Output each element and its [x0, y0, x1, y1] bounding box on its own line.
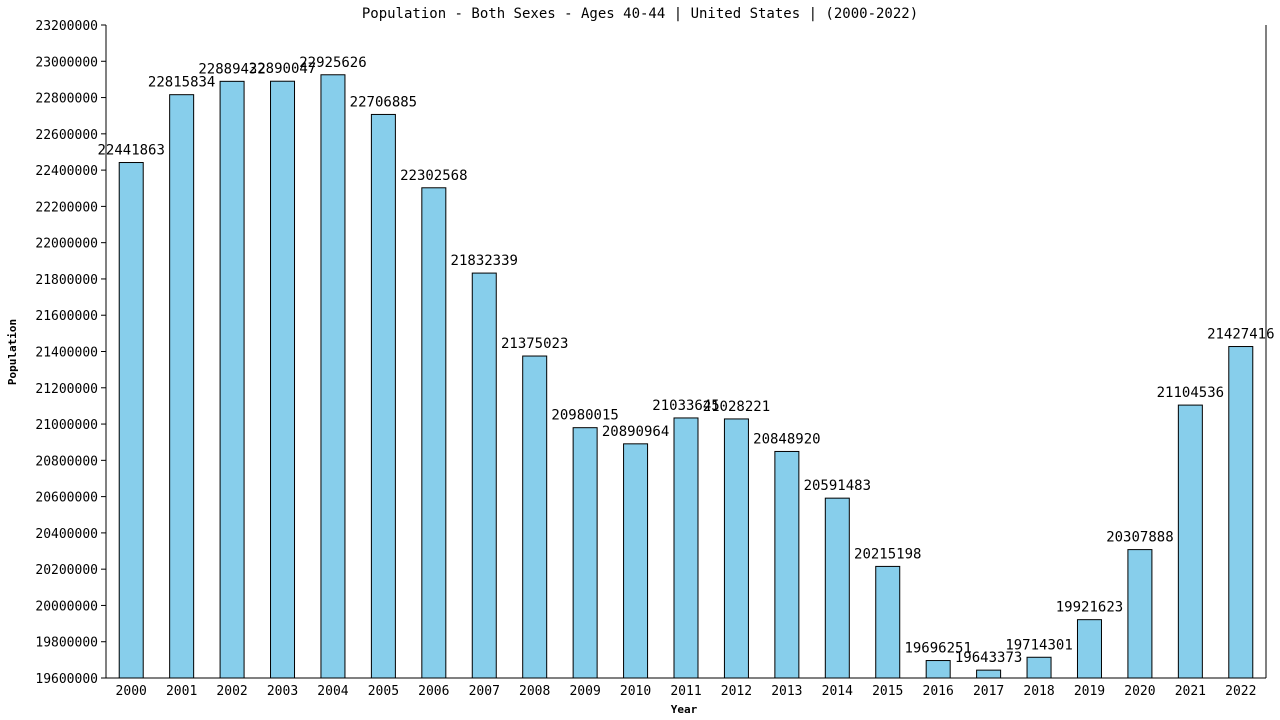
- data-label: 21104536: [1157, 385, 1224, 401]
- y-tick-label: 20800000: [35, 454, 98, 469]
- data-label: 20890964: [602, 424, 669, 440]
- data-label: 20980015: [551, 408, 618, 424]
- data-label: 21427416: [1207, 327, 1274, 343]
- x-tick-label: 2017: [973, 684, 1004, 699]
- data-label: 19696251: [904, 641, 971, 657]
- y-tick-label: 21400000: [35, 346, 98, 361]
- data-label: 20591483: [804, 478, 871, 494]
- bar-2006: [421, 187, 447, 679]
- x-tick-label: 2019: [1074, 684, 1105, 699]
- data-label: 20307888: [1106, 530, 1173, 546]
- data-label: 20215198: [854, 546, 921, 562]
- x-tick-label: 2013: [771, 684, 802, 699]
- chart-title: Population - Both Sexes - Ages 40-44 | U…: [362, 6, 918, 22]
- bar-2003: [270, 80, 296, 679]
- bar-2008: [522, 355, 548, 679]
- y-tick-label: 21000000: [35, 418, 98, 433]
- bar-2016: [925, 660, 951, 679]
- bar-2002: [219, 80, 245, 679]
- y-tick-label: 21600000: [35, 309, 98, 324]
- data-label: 21033645: [652, 398, 719, 414]
- bar-2021: [1177, 404, 1203, 679]
- bar-2004: [320, 74, 346, 679]
- x-tick-label: 2006: [418, 684, 449, 699]
- x-tick-label: 2011: [670, 684, 701, 699]
- x-tick-label: 2014: [822, 684, 853, 699]
- data-label: 19921623: [1056, 600, 1123, 616]
- data-label: 19714301: [1005, 637, 1072, 653]
- value-labels: 22441863 22815834228894322289004722925626…: [97, 55, 1274, 666]
- y-tick-label: 22600000: [35, 128, 98, 143]
- x-tick-label: 2007: [469, 684, 500, 699]
- data-label: 21832339: [451, 253, 518, 269]
- y-tick-label: 22400000: [35, 164, 98, 179]
- y-tick-label: 20400000: [35, 527, 98, 542]
- y-tick-label: 22000000: [35, 237, 98, 252]
- y-tick-label: 23200000: [35, 19, 98, 34]
- bar-2001: [169, 94, 195, 679]
- y-axis-label: Population: [6, 319, 19, 385]
- x-tick-label: 2004: [317, 684, 348, 699]
- x-tick-label: 2022: [1225, 684, 1256, 699]
- x-tick-label: 2010: [620, 684, 651, 699]
- data-label: 22890047: [249, 61, 316, 77]
- bar-2022: [1228, 346, 1254, 679]
- x-tick-label: 2016: [923, 684, 954, 699]
- data-label: 22815834: [148, 75, 215, 91]
- data-label: 20848920: [753, 431, 820, 447]
- bar-2020: [1127, 549, 1153, 679]
- x-tick-label: 2000: [116, 684, 147, 699]
- data-label: 22302568: [400, 168, 467, 184]
- bar-2007: [471, 272, 497, 679]
- x-tick-label: 2009: [569, 684, 600, 699]
- data-label: 21028221: [703, 399, 770, 415]
- data-label: 22441863: [97, 143, 164, 159]
- y-tick-label: 23000000: [35, 55, 98, 70]
- y-tick-label: 20000000: [35, 599, 98, 614]
- data-label: 19643373: [955, 650, 1022, 666]
- x-tick-label: 2003: [267, 684, 298, 699]
- x-axis-ticks: 2000 2001 2002 2003 2004 2005 2006 2007 2008 2009…: [116, 684, 1257, 699]
- bar-2009: [572, 427, 598, 679]
- data-label: 21375023: [501, 336, 568, 352]
- y-axis-ticks: 19600000 19800000 20000000 20200000 20400000…: [35, 19, 106, 687]
- bar-2005: [370, 113, 396, 679]
- bar-2019: [1076, 619, 1102, 679]
- data-label: 22706885: [350, 94, 417, 110]
- y-tick-label: 21800000: [35, 273, 98, 288]
- bar-2011: [673, 417, 699, 679]
- y-tick-label: 22200000: [35, 200, 98, 215]
- x-tick-label: 2002: [216, 684, 247, 699]
- bar-2018: [1026, 656, 1052, 679]
- y-tick-label: 20200000: [35, 563, 98, 578]
- bar-2014: [824, 497, 850, 679]
- data-label: 22889432: [198, 61, 265, 77]
- x-axis-label: Year: [671, 703, 698, 716]
- x-tick-label: 2018: [1023, 684, 1054, 699]
- bar-2000: [118, 162, 144, 679]
- x-tick-label: 2020: [1124, 684, 1155, 699]
- bar-2010: [623, 443, 649, 679]
- bar-2017: [976, 669, 1002, 679]
- x-tick-label: 2015: [872, 684, 903, 699]
- y-tick-label: 19800000: [35, 636, 98, 651]
- data-label: 22925626: [299, 55, 366, 71]
- x-tick-label: 2001: [166, 684, 197, 699]
- bar-2012: [723, 418, 749, 679]
- bar-2013: [774, 450, 800, 679]
- bar-2015: [875, 565, 901, 679]
- bar-series: [118, 74, 1254, 679]
- y-tick-label: 22800000: [35, 92, 98, 107]
- y-tick-label: 21200000: [35, 382, 98, 397]
- x-tick-label: 2005: [368, 684, 399, 699]
- x-tick-label: 2021: [1175, 684, 1206, 699]
- x-tick-label: 2012: [721, 684, 752, 699]
- x-tick-label: 2008: [519, 684, 550, 699]
- y-tick-label: 20600000: [35, 491, 98, 506]
- y-tick-label: 19600000: [35, 672, 98, 687]
